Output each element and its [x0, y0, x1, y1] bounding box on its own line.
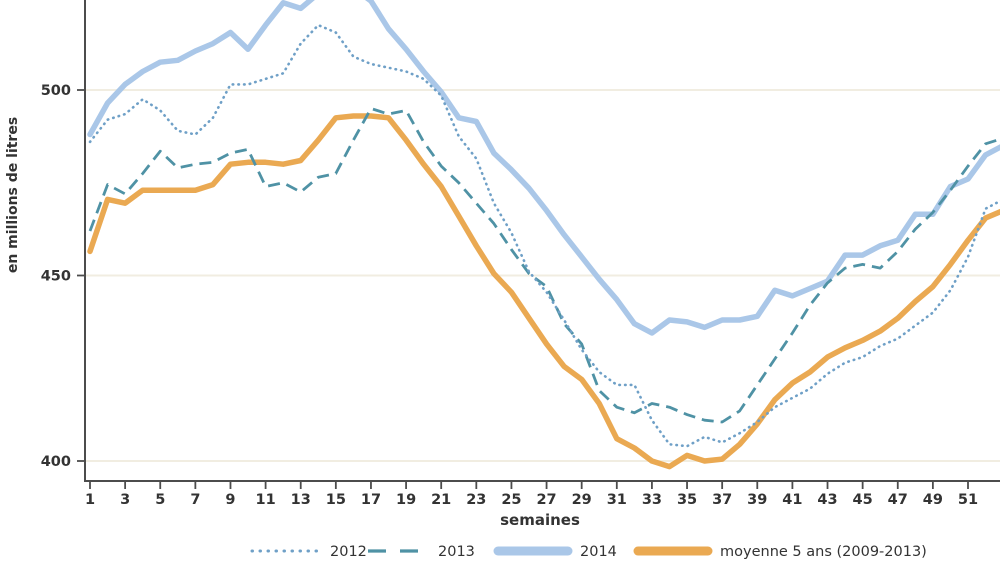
y-tick-label: 450: [41, 269, 71, 285]
x-tick-label: 27: [536, 492, 556, 508]
legend-item-2014: 2014: [493, 544, 617, 560]
x-tick-label: 1: [85, 492, 95, 508]
x-axis-title: semaines: [500, 511, 580, 529]
x-tick-label: 47: [888, 492, 908, 508]
x-tick-label: 37: [712, 492, 732, 508]
x-tick-label: 25: [501, 492, 521, 508]
x-ticks: 1 3 5 7 9 11 13 15 17 19 21 23 25 27 29 31 33 35 37 39 41 43 4…: [85, 481, 978, 508]
legend-label: 2014: [580, 544, 617, 560]
x-tick-label: 9: [225, 492, 235, 508]
x-tick-label: 39: [747, 492, 767, 508]
y-tick-label: 500: [41, 83, 71, 99]
series-line-2013: [88, 107, 1000, 424]
x-tick-label: 3: [120, 492, 130, 508]
x-tick-label: 23: [466, 492, 486, 508]
series-line-moyenne: [87, 113, 1000, 470]
y-axis-title: en millions de litres: [5, 117, 21, 273]
x-tick-label: 15: [326, 492, 346, 508]
x-tick-label: 49: [923, 492, 943, 508]
x-tick-label: 45: [853, 492, 873, 508]
x-tick-label: 41: [782, 492, 802, 508]
legend-label: moyenne 5 ans (2009-2013): [720, 544, 927, 560]
series-line-2014: [87, 0, 1000, 336]
x-tick-label: 7: [190, 492, 200, 508]
x-tick-label: 31: [607, 492, 627, 508]
y-tick-label: 400: [41, 454, 71, 470]
x-tick-label: 33: [642, 492, 662, 508]
x-tick-label: 13: [291, 492, 311, 508]
x-tick-label: 11: [256, 492, 276, 508]
x-tick-label: 21: [431, 492, 451, 508]
legend-item-2013: 2013: [368, 544, 475, 560]
x-tick-label: 17: [361, 492, 381, 508]
legend-item-moyenne: moyenne 5 ans (2009-2013): [633, 544, 927, 560]
x-tick-label: 19: [396, 492, 416, 508]
x-tick-label: 43: [817, 492, 837, 508]
gridlines: [86, 89, 1000, 462]
legend: 2012 2013 2014 moyenne 5 ans (2009-2013): [250, 544, 927, 560]
x-tick-label: 5: [155, 492, 165, 508]
legend-label: 2012: [330, 544, 367, 560]
series-line-2012: [88, 23, 1000, 448]
series-group: [87, 0, 1000, 470]
x-tick-label: 35: [677, 492, 697, 508]
x-tick-label: 29: [572, 492, 592, 508]
x-tick-label: 51: [958, 492, 978, 508]
legend-item-2012: 2012: [250, 544, 367, 560]
y-ticks: 400 450 500: [41, 83, 85, 470]
axes: [84, 0, 1000, 482]
legend-label: 2013: [438, 544, 475, 560]
